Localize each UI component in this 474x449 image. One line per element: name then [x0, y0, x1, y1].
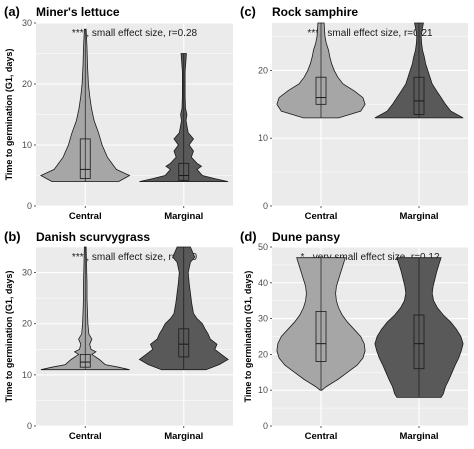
panel-1: (a) Miner's lettuce 0 10 20 30 Central Marginal… — [4, 4, 233, 222]
panel-title: Rock samphire — [272, 5, 358, 19]
y-tick-label: 10 — [22, 140, 32, 150]
significance-annotation: *** , small effect size, r=0.30 — [72, 252, 198, 263]
x-category-label: Central — [305, 431, 338, 442]
boxplot-box — [413, 314, 425, 370]
x-category-label: Central — [305, 211, 338, 222]
x-category-label: Marginal — [399, 431, 438, 442]
y-tick-label: 50 — [258, 242, 268, 252]
y-tick-label: 30 — [258, 314, 268, 324]
y-tick-label: 20 — [22, 319, 32, 329]
y-tick-label: 0 — [27, 421, 32, 431]
boxplot-box — [413, 76, 425, 115]
panel-tag: (b) — [4, 229, 21, 244]
panel-title: Miner's lettuce — [36, 5, 120, 19]
y-tick-label: 30 — [22, 18, 32, 28]
y-axis-label: Time to germination (G1, days) — [4, 49, 14, 181]
panel-tag: (a) — [4, 4, 20, 19]
panel-3: (b) Danish scurvygrass 0 10 20 30 Central Margi… — [4, 229, 233, 442]
boxplot-box — [178, 162, 190, 181]
y-tick-label: 0 — [27, 201, 32, 211]
y-tick-label: 40 — [258, 278, 268, 288]
x-category-label: Central — [69, 211, 102, 222]
significance-annotation: *** , small effect size, r=0.21 — [307, 28, 433, 39]
boxplot-box — [79, 353, 91, 368]
boxplot-box — [315, 311, 327, 362]
panel-2: (c) Rock samphire 0 10 20 Central Marginal *** … — [240, 4, 468, 222]
panel-4: (d) Dune pansy 0 10 20 30 40 50 Central Marginal T… — [240, 229, 468, 442]
y-tick-label: 10 — [22, 370, 32, 380]
y-tick-label: 20 — [258, 65, 268, 75]
x-category-label: Marginal — [164, 211, 203, 222]
panel-tag: (d) — [240, 229, 257, 244]
boxplot-box — [79, 138, 91, 179]
boxplot-box — [178, 328, 190, 358]
panel-title: Dune pansy — [272, 230, 340, 244]
x-category-label: Marginal — [399, 211, 438, 222]
significance-annotation: * , very small effect size, r=0.12 — [300, 252, 439, 263]
y-tick-label: 20 — [22, 79, 32, 89]
y-tick-label: 10 — [258, 385, 268, 395]
y-axis-label: Time to germination (G1, days) — [243, 271, 253, 403]
y-tick-label: 0 — [263, 201, 268, 211]
significance-annotation: *** , small effect size, r=0.28 — [72, 28, 198, 39]
x-category-label: Marginal — [164, 431, 203, 442]
y-tick-label: 20 — [258, 349, 268, 359]
x-category-label: Central — [69, 431, 102, 442]
y-axis-label: Time to germination (G1, days) — [4, 271, 14, 403]
y-tick-label: 30 — [22, 268, 32, 278]
y-tick-label: 10 — [258, 133, 268, 143]
panel-tag: (c) — [240, 4, 256, 19]
panel-title: Danish scurvygrass — [36, 230, 150, 244]
boxplot-box — [315, 76, 327, 105]
y-tick-label: 0 — [263, 421, 268, 431]
